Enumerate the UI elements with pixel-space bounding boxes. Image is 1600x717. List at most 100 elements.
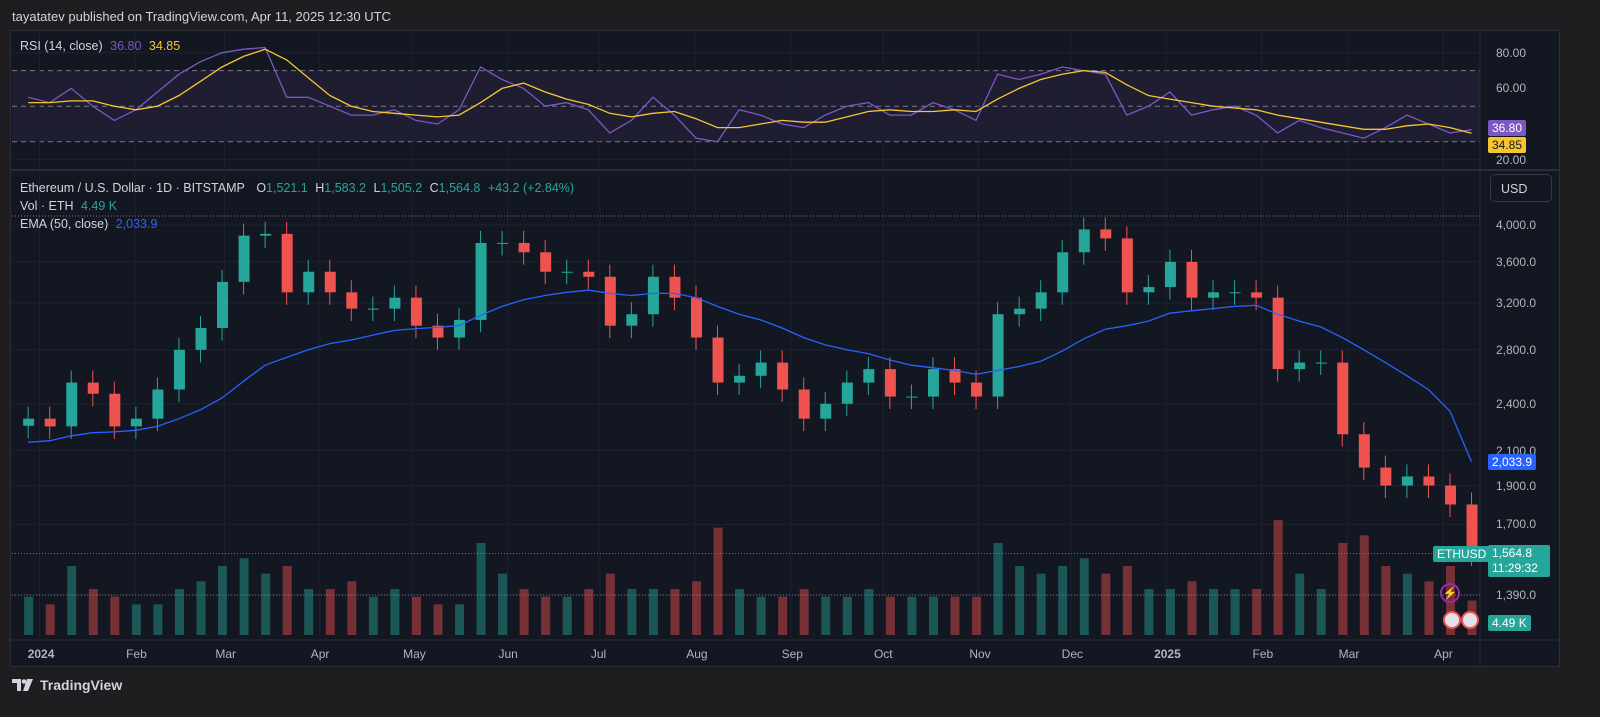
us-flag-event-icon[interactable] xyxy=(1443,611,1461,629)
volume-bar xyxy=(1424,581,1434,635)
candle-body xyxy=(173,349,185,390)
volume-bar xyxy=(24,596,34,635)
currency-button[interactable]: USD xyxy=(1490,174,1552,202)
us-flag-event-icon[interactable] xyxy=(1461,611,1479,629)
candle-body xyxy=(712,337,724,383)
low-label: L xyxy=(373,181,381,195)
volume-bar xyxy=(110,596,120,635)
candle-body xyxy=(346,292,358,309)
tradingview-logo[interactable]: TradingView xyxy=(12,677,122,693)
time-axis-label: Mar xyxy=(1338,647,1360,661)
candle-body xyxy=(1380,467,1392,486)
volume-bar xyxy=(1101,573,1111,635)
close-label: C xyxy=(429,181,439,195)
candle-body xyxy=(669,276,681,298)
candle-body xyxy=(44,418,56,427)
candle-body xyxy=(1315,362,1327,364)
volume-bar xyxy=(218,566,228,635)
candle-body xyxy=(238,235,250,282)
volume-bar xyxy=(1402,573,1412,635)
volume-bar xyxy=(1230,589,1240,635)
candle-body xyxy=(1229,292,1241,294)
candle-body xyxy=(389,297,401,309)
time-axis-label: Mar xyxy=(215,647,237,661)
candle-body xyxy=(1035,292,1047,309)
brand-name: TradingView xyxy=(40,677,123,693)
low-value: 1,505.2 xyxy=(380,181,423,195)
candle-body xyxy=(927,369,939,397)
rsi-value: 36.80 xyxy=(110,39,142,53)
volume-bar xyxy=(821,596,831,635)
candle-body xyxy=(1143,287,1155,293)
candle-body xyxy=(884,369,896,397)
volume-bar xyxy=(1316,589,1326,635)
volume-tag: 4.49 K xyxy=(1488,615,1531,631)
price-axis-label: 1,700.0 xyxy=(1496,517,1537,532)
volume-bar xyxy=(519,589,529,635)
volume-bar xyxy=(368,596,378,635)
candle-body xyxy=(1358,434,1370,468)
lightning-event-icon[interactable]: ⚡ xyxy=(1440,583,1460,603)
volume-bar xyxy=(239,558,249,635)
rsi-legend-label: RSI (14, close) xyxy=(20,39,103,53)
time-axis-label: Aug xyxy=(686,647,708,661)
last-price: 1,564.8 xyxy=(1492,546,1533,560)
volume-bar xyxy=(972,596,982,635)
volume-legend[interactable]: Vol · ETH 4.49 K xyxy=(20,199,121,213)
rsi-legend[interactable]: RSI (14, close) 36.80 34.85 xyxy=(20,39,184,53)
volume-bar xyxy=(131,604,141,635)
rsi-line xyxy=(28,46,1472,143)
volume-bar xyxy=(1359,535,1369,635)
candle-body xyxy=(583,271,595,277)
candle-body xyxy=(647,276,659,315)
candle-body xyxy=(1208,292,1220,298)
volume-bar xyxy=(1381,566,1391,635)
candle-body xyxy=(690,297,702,338)
candle-body xyxy=(906,396,918,398)
candle-body xyxy=(518,242,530,253)
candle-body xyxy=(777,362,789,390)
time-axis-label: Apr xyxy=(310,647,330,661)
symbol-title[interactable]: Ethereum / U.S. Dollar · 1D · BITSTAMP xyxy=(20,181,245,195)
time-axis-label: Nov xyxy=(969,647,991,661)
ema-legend[interactable]: EMA (50, close) 2,033.9 xyxy=(20,217,161,231)
candle-body xyxy=(475,242,487,320)
time-axis-label: 2024 xyxy=(27,647,55,661)
candle-body xyxy=(303,271,315,293)
candle-body xyxy=(1164,261,1176,288)
chart-canvas[interactable] xyxy=(10,30,1560,667)
price-axis-label: 1,900.0 xyxy=(1496,478,1537,493)
candle-body xyxy=(604,276,616,326)
volume-bar xyxy=(950,596,960,635)
volume-bar xyxy=(928,596,938,635)
volume-bar xyxy=(261,573,271,635)
candle-body xyxy=(820,403,832,419)
candle-body xyxy=(130,418,142,427)
candle-body xyxy=(561,271,573,273)
time-axis-label: May xyxy=(403,647,426,661)
volume-bar xyxy=(799,589,809,635)
price-legend[interactable]: Ethereum / U.S. Dollar · 1D · BITSTAMP O… xyxy=(20,181,578,195)
volume-bar xyxy=(1338,543,1348,635)
volume-bar xyxy=(648,589,658,635)
volume-bar xyxy=(304,589,314,635)
volume-bar xyxy=(1165,589,1175,635)
candle-body xyxy=(195,328,207,350)
volume-bar xyxy=(476,543,486,635)
candle-body xyxy=(281,233,293,293)
candle-body xyxy=(432,325,444,338)
volume-bar xyxy=(67,566,77,635)
candle-body xyxy=(410,297,422,326)
open-label: O xyxy=(256,181,267,195)
volume-bar xyxy=(885,596,895,635)
ema-price-tag: 2,033.9 xyxy=(1488,454,1537,470)
price-axis-label: 3,600.0 xyxy=(1496,254,1537,269)
volume-bar xyxy=(174,589,184,635)
time-axis-label: Jul xyxy=(590,647,607,661)
last-price-tag: 1,564.8 11:29:32 xyxy=(1488,545,1550,577)
time-axis-label: Feb xyxy=(1252,647,1274,661)
candle-body xyxy=(949,369,961,383)
time-axis-label: Feb xyxy=(126,647,147,661)
candle-body xyxy=(23,418,35,426)
volume-bar xyxy=(541,596,551,635)
